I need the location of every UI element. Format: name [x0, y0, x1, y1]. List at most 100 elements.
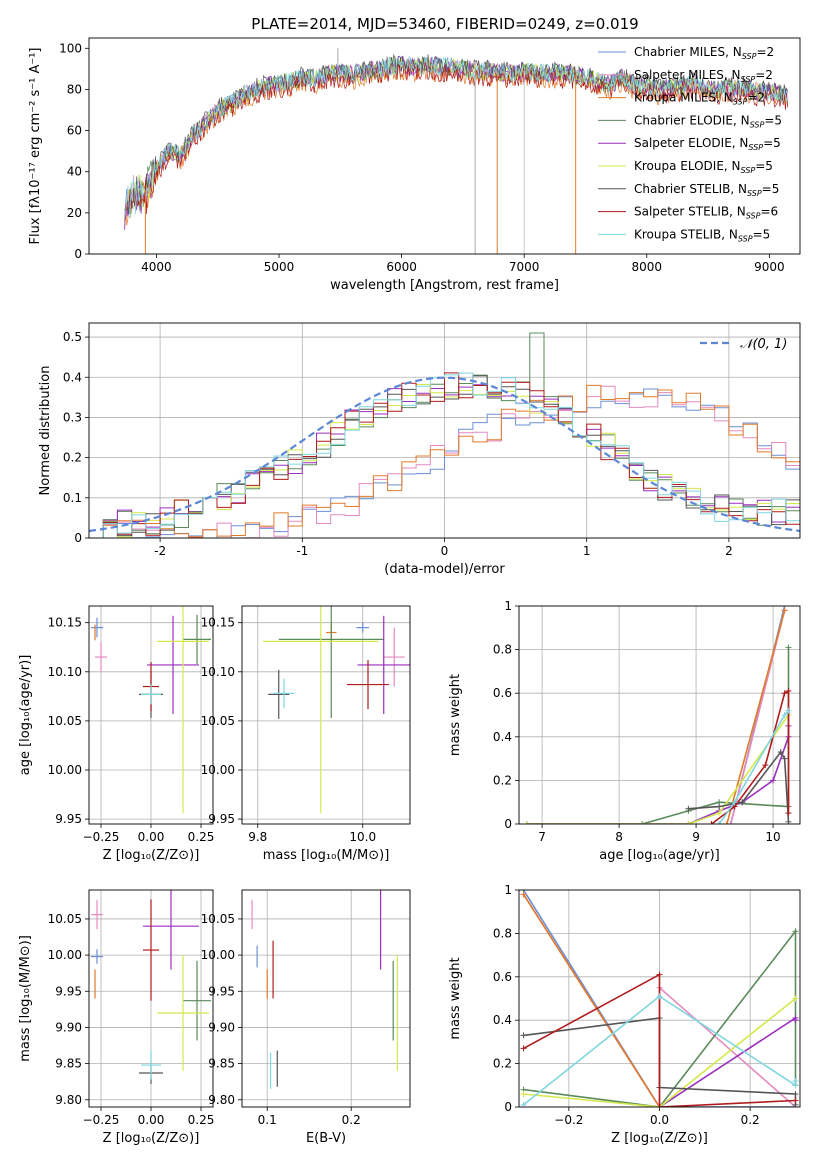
figure-title: PLATE=2014, MJD=53460, FIBERID=0249, z=0…	[251, 15, 638, 33]
y-tick-label: 20	[67, 206, 82, 220]
y-tick-label: 10.10	[48, 665, 82, 679]
panel-age_vs_Z: −0.25 0.00 0.25 9.95 10.00 10.05 10.10 10.15 Z […	[18, 470, 214, 863]
legend-n-symbol: , N	[732, 136, 749, 150]
gaussian-legend-label: 𝒩(0, 1)	[740, 337, 787, 352]
y-tick-label: 10.05	[48, 714, 82, 728]
legend-model: Chabrier MILES	[634, 45, 725, 59]
x-axis-label: E(B-V)	[306, 1131, 346, 1146]
y-tick-label: 80	[67, 82, 82, 96]
axes-frame	[242, 606, 410, 824]
legend-n-symbol: , N	[725, 45, 742, 59]
legend-model: Salpeter STELIB	[634, 205, 729, 219]
spectrum-legend: Chabrier MILES, NSSP=2Salpeter MILES, NS…	[598, 45, 782, 243]
x-tick-label: 0.00	[138, 830, 165, 844]
panel-weight_vs_Z: −0.2 0.0 0.2 0 0.2 0.4 0.6 0.8 1 Z [log₁₀(Z/Z⊙)] m…	[448, 883, 800, 1146]
x-tick-label: 0.25	[188, 830, 215, 844]
weight-marker	[521, 1032, 527, 1038]
y-tick-label: 1	[504, 883, 512, 897]
figure-canvas: PLATE=2014, MJD=53460, FIBERID=0249, z=0…	[0, 0, 819, 1170]
y-tick-label: 10.10	[201, 665, 235, 679]
x-tick-label: 10.0	[349, 830, 376, 844]
x-tick-label: 0.2	[342, 1113, 361, 1127]
x-axis-label: (data-model)/error	[384, 562, 505, 577]
legend-entry: Chabrier MILES, NSSP=2	[634, 45, 774, 61]
y-tick-label: 1	[504, 599, 512, 613]
y-tick-label: 9.95	[55, 984, 82, 998]
y-tick-label: 0	[74, 531, 82, 545]
y-tick-label: 0.6	[493, 970, 512, 984]
x-tick-label: 7	[538, 830, 546, 844]
x-axis-label: Z [log₁₀(Z/Z⊙)]	[103, 1131, 200, 1146]
legend-entry: Chabrier ELODIE, NSSP=5	[634, 113, 782, 129]
x-tick-label: 0	[441, 544, 449, 558]
weight-marker	[716, 804, 722, 810]
data-layer	[524, 603, 792, 827]
y-tick-label: 10.00	[48, 763, 82, 777]
legend-entry: Kroupa STELIB, NSSP=5	[634, 227, 770, 243]
weight-marker	[521, 1091, 527, 1097]
legend-entry: Kroupa ELODIE, NSSP=5	[634, 159, 773, 175]
data-layer	[263, 470, 410, 814]
y-tick-label: 9.90	[208, 1020, 235, 1034]
legend-n-value: =5	[755, 159, 773, 173]
y-tick-label: 60	[67, 124, 82, 138]
y-tick-label: 9.95	[208, 812, 235, 826]
legend-subscript: SSP	[747, 189, 762, 198]
y-tick-label: 10.00	[48, 948, 82, 962]
y-axis-label: Flux [fλ10⁻¹⁷ erg cm⁻² s⁻¹ A⁻¹]	[28, 48, 43, 245]
y-axis-label: mass [log₁₀(M/M⊙)]	[18, 935, 33, 1062]
x-tick-label: −0.25	[83, 1113, 120, 1127]
y-tick-label: 0.4	[63, 370, 82, 384]
x-tick-label: 5000	[264, 260, 295, 274]
legend-n-value: =6	[760, 205, 778, 219]
weight-line	[524, 894, 660, 1107]
weight-marker	[521, 1045, 527, 1051]
x-axis-label: mass [log₁₀(M/M⊙)]	[263, 848, 390, 863]
legend-n-symbol: , N	[721, 227, 738, 241]
x-tick-label: 0.0	[650, 1113, 669, 1127]
x-tick-label: 7000	[509, 260, 540, 274]
legend-n-value: =5	[764, 113, 782, 127]
x-tick-label: 10	[765, 830, 780, 844]
data-layer	[91, 883, 211, 1084]
y-tick-label: 9.95	[208, 984, 235, 998]
y-tick-label: 9.90	[55, 1020, 82, 1034]
legend-entry: Salpeter STELIB, NSSP=6	[634, 205, 778, 221]
residual-legend: 𝒩(0, 1)	[700, 337, 787, 352]
legend-n-symbol: , N	[729, 205, 746, 219]
legend-entry: Chabrier STELIB, NSSP=5	[634, 182, 779, 198]
panel-weight_vs_age: 7 8 9 1000.20.40.60.81age [log₁₀(age/yr)]ma…	[448, 599, 800, 863]
legend-model: Chabrier STELIB	[634, 182, 730, 196]
y-tick-label: 0.2	[63, 451, 82, 465]
weight-line	[527, 715, 789, 824]
x-axis-label: Z [log₁₀(Z/Z⊙)]	[103, 848, 200, 863]
x-tick-label: 6000	[386, 260, 417, 274]
legend-n-value: =2	[747, 91, 765, 105]
weight-marker	[792, 1091, 798, 1097]
x-tick-label: 0.00	[138, 1113, 165, 1127]
y-tick-label: 0.6	[493, 686, 512, 700]
y-tick-label: 0.1	[63, 491, 82, 505]
legend-subscript: SSP	[750, 120, 765, 129]
y-tick-label: 10.05	[201, 912, 235, 926]
legend-n-value: =5	[753, 227, 771, 241]
x-tick-label: 0.1	[258, 1113, 277, 1127]
legend-entry: Salpeter ELODIE, NSSP=5	[634, 136, 781, 152]
y-tick-label: 9.80	[208, 1093, 235, 1107]
y-tick-label: 0.4	[493, 1013, 512, 1027]
legend-n-symbol: , N	[724, 68, 741, 82]
legend-n-symbol: , N	[730, 182, 747, 196]
legend-subscript: SSP	[746, 212, 761, 221]
legend-n-value: =5	[762, 182, 780, 196]
legend-subscript: SSP	[741, 166, 756, 175]
panels: 4000 5000 6000 7000 8000 9000020406080100wave…	[18, 38, 800, 1146]
y-axis-label: age [log₁₀(age/yr)]	[18, 655, 33, 776]
y-tick-label: 100	[59, 41, 82, 55]
x-tick-label: 4000	[141, 260, 172, 274]
panel-mass_vs_Z: −0.25 0.00 0.25 9.80 9.85 9.90 9.95 10.00 10.05 Z…	[18, 883, 214, 1146]
y-axis-label: mass weight	[448, 674, 463, 756]
y-axis-label: Normed distribution	[38, 366, 53, 496]
x-axis-label: Z [log₁₀(Z/Z⊙)]	[611, 1131, 708, 1146]
x-tick-label: -2	[154, 544, 166, 558]
legend-n-symbol: , N	[733, 113, 750, 127]
